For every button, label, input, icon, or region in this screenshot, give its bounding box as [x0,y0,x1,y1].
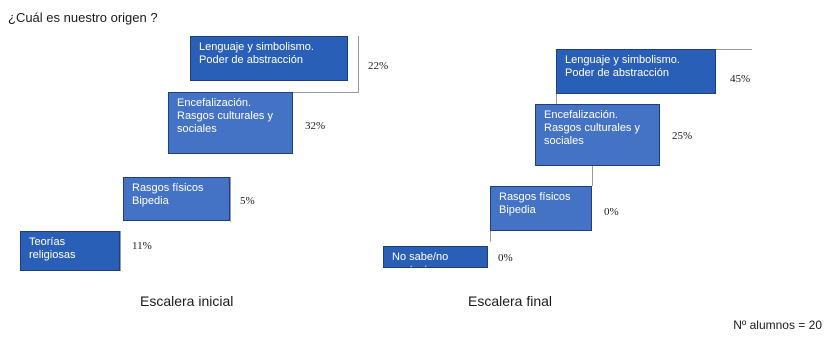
step-percentage: 22% [368,60,389,72]
step-percentage: 45% [730,73,751,85]
left-caption: Escalera inicial [140,293,234,309]
step-percentage: 25% [672,130,693,142]
step-percentage: 5% [240,195,255,207]
step-lenguaje-simbolismo: Lenguaje y simbolismo. Poder de abstracc… [190,36,348,81]
step-percentage: 0% [604,206,619,218]
student-count: Nº alumnos = 20 [733,318,822,332]
step-rasgos-fisicos-final: Rasgos físicos Bipedia [490,186,592,231]
step-rasgos-fisicos: Rasgos físicos Bipedia [123,177,230,221]
step-teorias-religiosas: Teorías religiosas [20,231,120,271]
step-encefalizacion-final: Encefalización. Rasgos culturales y soci… [535,104,660,166]
stair-connector [230,177,231,222]
step-percentage: 0% [498,252,513,264]
right-caption: Escalera final [468,293,553,309]
step-percentage: 32% [305,120,326,132]
step-percentage: 11% [132,240,152,252]
step-encefalizacion: Encefalización. Rasgos culturales y soci… [168,92,293,154]
stair-connector [120,231,121,271]
question-title: ¿Cuál es nuestro origen ? [8,10,158,25]
step-no-sabe: No sabe/no contesta [383,246,488,268]
stair-connector [358,36,359,93]
step-lenguaje-simbolismo-final: Lenguaje y simbolismo. Poder de abstracc… [556,49,716,94]
